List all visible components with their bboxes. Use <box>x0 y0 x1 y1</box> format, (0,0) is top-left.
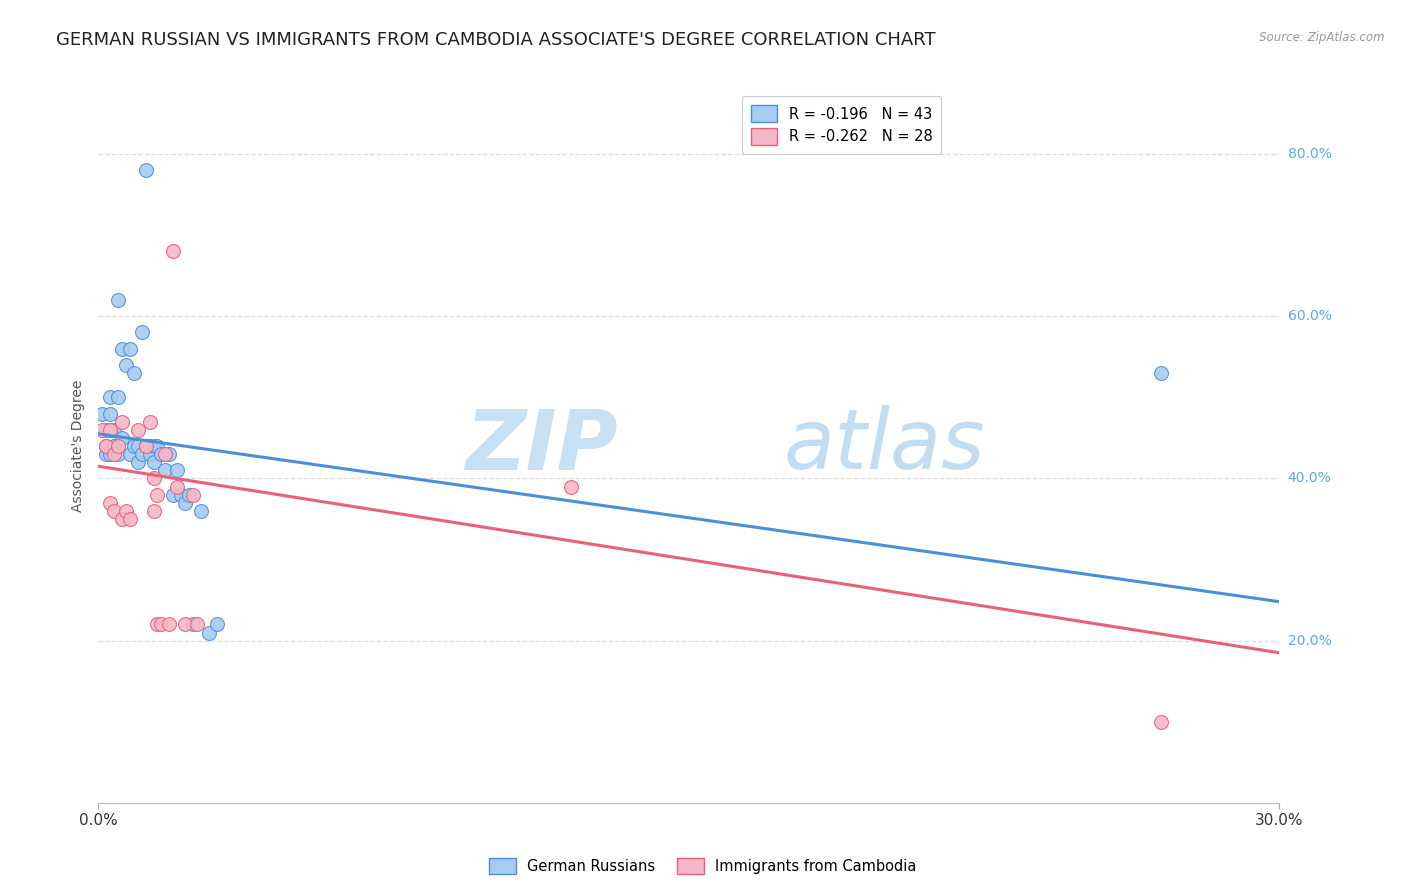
Point <box>103 447 125 461</box>
Text: GERMAN RUSSIAN VS IMMIGRANTS FROM CAMBODIA ASSOCIATE'S DEGREE CORRELATION CHART: GERMAN RUSSIAN VS IMMIGRANTS FROM CAMBOD… <box>56 31 936 49</box>
Point <box>127 455 149 469</box>
Point <box>107 390 129 404</box>
Point <box>181 488 204 502</box>
Point <box>118 447 141 461</box>
Point <box>142 455 165 469</box>
Point <box>560 479 582 493</box>
Point <box>1150 714 1173 729</box>
Text: atlas: atlas <box>783 406 986 486</box>
Point <box>205 617 228 632</box>
Point <box>131 326 153 340</box>
Y-axis label: Associate's Degree: Associate's Degree <box>70 380 84 512</box>
Point <box>138 447 160 461</box>
Point <box>98 407 121 421</box>
Point <box>166 463 188 477</box>
Point <box>150 447 173 461</box>
Text: 80.0%: 80.0% <box>1288 147 1331 161</box>
Point <box>122 366 145 380</box>
Point <box>98 390 121 404</box>
Point <box>157 617 180 632</box>
Point <box>142 471 165 485</box>
Point <box>135 439 157 453</box>
Point <box>190 504 212 518</box>
Point <box>138 439 160 453</box>
Point <box>118 512 141 526</box>
Point <box>135 163 157 178</box>
Point <box>177 488 200 502</box>
Point <box>142 504 165 518</box>
Point <box>146 617 169 632</box>
Point <box>122 439 145 453</box>
Point <box>111 512 134 526</box>
Point <box>197 625 219 640</box>
Text: 40.0%: 40.0% <box>1288 472 1331 485</box>
Point <box>162 244 184 259</box>
Point <box>150 617 173 632</box>
Point <box>127 423 149 437</box>
Point <box>96 447 118 461</box>
Point <box>170 488 193 502</box>
Point <box>127 439 149 453</box>
Point <box>138 415 160 429</box>
Point <box>107 293 129 307</box>
Point <box>115 504 138 518</box>
Point <box>103 423 125 437</box>
Point <box>166 479 188 493</box>
Point <box>155 463 177 477</box>
Point <box>142 439 165 453</box>
Text: Source: ZipAtlas.com: Source: ZipAtlas.com <box>1260 31 1385 45</box>
Point <box>91 423 114 437</box>
Point <box>118 342 141 356</box>
Point <box>1150 366 1173 380</box>
Point <box>131 447 153 461</box>
Point <box>103 504 125 518</box>
Point <box>96 423 118 437</box>
Text: 60.0%: 60.0% <box>1288 310 1331 323</box>
Point <box>98 423 121 437</box>
Text: ZIP: ZIP <box>465 406 619 486</box>
Legend: R = -0.196   N = 43, R = -0.262   N = 28: R = -0.196 N = 43, R = -0.262 N = 28 <box>742 96 942 153</box>
Point <box>155 447 177 461</box>
Point <box>111 415 134 429</box>
Point <box>107 439 129 453</box>
Point <box>162 488 184 502</box>
Point <box>96 439 118 453</box>
Legend: German Russians, Immigrants from Cambodia: German Russians, Immigrants from Cambodi… <box>484 852 922 880</box>
Point <box>146 439 169 453</box>
Point <box>174 617 197 632</box>
Point <box>135 439 157 453</box>
Point <box>174 496 197 510</box>
Point <box>98 496 121 510</box>
Point <box>186 617 208 632</box>
Point <box>115 358 138 372</box>
Point <box>98 447 121 461</box>
Point <box>103 439 125 453</box>
Point <box>181 617 204 632</box>
Point <box>107 447 129 461</box>
Point <box>111 342 134 356</box>
Point <box>157 447 180 461</box>
Point <box>146 488 169 502</box>
Text: 20.0%: 20.0% <box>1288 633 1331 648</box>
Point <box>91 407 114 421</box>
Point <box>111 431 134 445</box>
Point <box>96 439 118 453</box>
